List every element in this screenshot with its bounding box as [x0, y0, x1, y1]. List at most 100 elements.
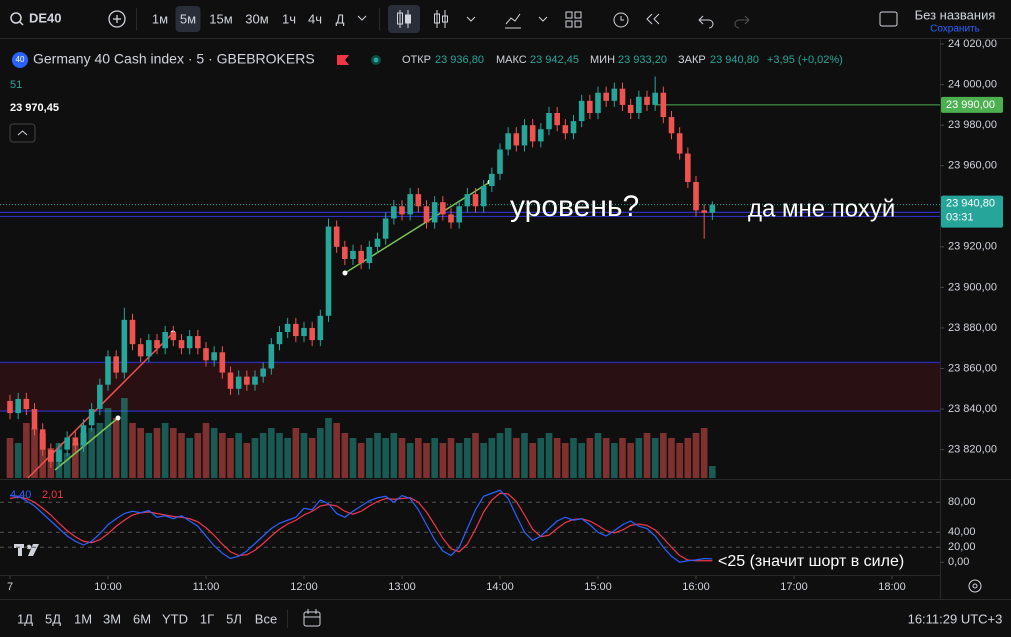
layout-icon[interactable] [565, 11, 582, 28]
range-button[interactable]: 5Л [226, 611, 242, 626]
volume-bar [219, 433, 226, 478]
candle-body [113, 356, 119, 373]
volume-bar [259, 433, 267, 478]
candle-body [293, 323, 299, 337]
candle-body [186, 336, 193, 349]
candle-body [521, 125, 528, 146]
y-tick-label: 23 820,00 [948, 444, 997, 456]
volume-bar [651, 438, 659, 478]
date-range-icon[interactable] [303, 609, 321, 627]
clock: 16:11:29 UTC+3 [908, 611, 1003, 626]
candle-body [146, 340, 152, 357]
redo-icon[interactable] [734, 15, 750, 29]
volume-bar [406, 443, 414, 478]
candle-body [317, 315, 324, 341]
collapse-button[interactable] [9, 123, 36, 143]
legend-key: ОТКР [402, 54, 431, 66]
range-button[interactable]: 6М [133, 611, 151, 626]
top-toolbar [0, 0, 1011, 38]
volume-bar [276, 433, 283, 478]
alert-icon[interactable] [613, 12, 629, 28]
volume-bar [619, 438, 626, 478]
flag-icon[interactable] [337, 55, 349, 65]
timeframe-button[interactable]: 1ч [282, 11, 296, 26]
range-button[interactable]: Все [255, 611, 277, 626]
volume-bar [611, 443, 618, 478]
timeframe-menu[interactable] [357, 15, 367, 21]
timeframe-button[interactable]: Д [336, 11, 345, 26]
candle-body [578, 100, 585, 122]
volume-bar [431, 438, 438, 478]
volume-bar [472, 433, 479, 478]
volume-bar [96, 423, 104, 478]
volume-bar [137, 428, 144, 478]
timeframe-button[interactable]: 5м [180, 11, 196, 26]
undo-icon[interactable] [698, 15, 714, 29]
volume-bar [31, 428, 38, 478]
range-button[interactable]: 5Д [45, 611, 61, 626]
chart-title: Germany 40 Cash index · 5 · GBEBROKERS [33, 51, 315, 67]
legend-value: 23 933,20 [618, 54, 667, 66]
search-icon[interactable] [10, 12, 24, 26]
legend-key: ЗАКР [678, 54, 706, 66]
range-button[interactable]: 3М [103, 611, 121, 626]
candle-body [497, 149, 503, 174]
candle-body [554, 113, 560, 126]
range-button[interactable]: 1Д [17, 611, 33, 626]
y-tick-label: 23 880,00 [948, 322, 997, 334]
volume-bar [366, 438, 373, 478]
y-tick-label: 23 920,00 [948, 241, 997, 253]
range-button[interactable]: 1М [74, 611, 92, 626]
candle-body [129, 319, 136, 345]
tv-logo [14, 544, 39, 556]
candle-body [56, 449, 62, 462]
candle-body [570, 121, 577, 134]
countdown: 03:31 [946, 212, 974, 224]
candle-body [350, 250, 356, 259]
save-link[interactable]: Сохранить [930, 24, 980, 35]
timeframe-button[interactable]: 1м [152, 11, 168, 26]
volume-bar [594, 433, 602, 478]
volume-bar [325, 418, 332, 478]
candle-body [448, 214, 454, 223]
settings-icon[interactable] [968, 579, 982, 593]
timeframe-button[interactable]: 30м [245, 11, 268, 26]
add-symbol[interactable] [108, 10, 126, 28]
candle-body [333, 226, 340, 247]
candle-body [627, 104, 634, 113]
candle-body [399, 206, 405, 215]
range-button[interactable]: 1Г [200, 611, 214, 626]
replay-icon[interactable] [646, 13, 660, 25]
candle-body [137, 344, 144, 357]
volume-bar [660, 433, 667, 478]
range-button[interactable]: YTD [162, 611, 188, 626]
candle-body [105, 356, 111, 385]
annotation: да мне похуй [748, 195, 895, 222]
candle-body [178, 340, 185, 349]
x-tick-label: 17:00 [780, 581, 808, 593]
compare-icon[interactable] [505, 13, 548, 29]
chart-type-button[interactable] [388, 5, 420, 33]
timeframe-button[interactable]: 4ч [308, 11, 322, 26]
timeframe-button[interactable]: 15м [209, 11, 232, 26]
y-tick-label: 23 900,00 [948, 281, 997, 293]
volume-bar [202, 423, 210, 478]
ohlc-legend: ОТКР 23 936,80 МАКС 23 942,45 МИН 23 933,20 ЗА… [402, 54, 843, 66]
volume-bar [545, 433, 553, 478]
symbol[interactable]: DE40 [29, 10, 62, 25]
volume-bar [553, 438, 561, 478]
volume-bar [292, 428, 300, 478]
layout-button[interactable] [879, 11, 898, 27]
candle-body [652, 92, 658, 105]
candle-body [685, 153, 691, 182]
volume-bar [23, 423, 30, 478]
layout-name[interactable]: Без названия [915, 7, 996, 22]
x-tick-label: 14:00 [486, 581, 514, 593]
candle-body [260, 368, 266, 377]
indicator-line [9, 489, 713, 563]
x-tick-label: 15:00 [584, 581, 612, 593]
volume-bar [684, 438, 692, 478]
indicators-icon[interactable] [434, 10, 476, 28]
candle-body [603, 92, 609, 101]
volume-bar [398, 438, 406, 478]
